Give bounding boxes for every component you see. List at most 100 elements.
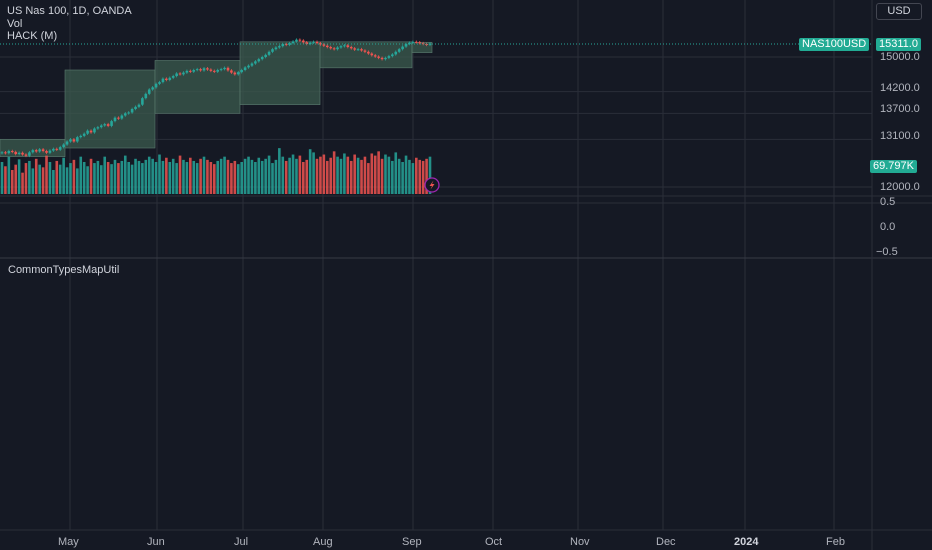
candle-body: [408, 42, 411, 44]
candle-body: [195, 69, 199, 71]
candle-body: [387, 56, 391, 58]
candle-body: [189, 70, 192, 72]
volume-bar: [267, 155, 271, 194]
volume-bar: [4, 166, 7, 194]
lightning-icon[interactable]: [424, 177, 440, 193]
currency-button[interactable]: USD: [876, 3, 922, 20]
volume-bar: [305, 159, 309, 194]
candle-body: [236, 72, 240, 75]
volume-bar: [421, 160, 425, 194]
volume-bar: [130, 164, 134, 194]
volume-bar: [404, 155, 408, 194]
candle-body: [319, 43, 322, 45]
volume-bar: [325, 160, 329, 194]
candle-body: [182, 72, 185, 75]
volume-bar: [387, 156, 391, 194]
volume-bar: [209, 162, 213, 194]
pane-title[interactable]: CommonTypesMapUtil: [8, 264, 120, 276]
volume-bar: [315, 158, 319, 194]
candle-body: [325, 45, 329, 48]
volume-bar: [411, 163, 415, 194]
volume-bar: [394, 152, 398, 194]
volume-bar: [134, 158, 137, 194]
candle-body: [257, 59, 261, 62]
price-label-13100: 13100.0: [880, 130, 920, 142]
volume-bar: [171, 158, 175, 194]
candle-body: [346, 45, 350, 48]
candle-body: [93, 128, 96, 133]
volume-bar: [339, 158, 343, 194]
candle-body: [226, 67, 230, 71]
candle-body: [199, 69, 202, 71]
price-label-12000: 12000.0: [880, 181, 920, 193]
candle-body: [41, 149, 45, 152]
candle-body: [192, 70, 196, 72]
volume-bar: [34, 158, 38, 194]
indicator-label-low: −0.5: [876, 246, 898, 258]
candle-body: [377, 56, 380, 58]
volume-bar: [308, 149, 312, 194]
candle-body: [329, 47, 333, 49]
volume-bar: [380, 158, 384, 194]
price-label-14200: 14200.0: [880, 82, 920, 94]
volume-legend[interactable]: Vol: [7, 18, 23, 30]
candle-body: [394, 51, 398, 55]
candle-body: [161, 78, 165, 83]
candle-body: [175, 73, 178, 77]
volume-bar: [254, 162, 257, 194]
volume-bar: [72, 159, 76, 194]
volume-bar: [367, 163, 370, 194]
candle-body: [31, 150, 35, 153]
candle-body: [141, 98, 144, 105]
indicator-legend[interactable]: HACK (M): [7, 30, 58, 42]
volume-bar: [230, 163, 233, 194]
indicator-label-zero: 0.0: [880, 221, 896, 233]
candle-body: [130, 109, 134, 113]
volume-bar: [14, 164, 17, 194]
volume-bar: [31, 168, 35, 194]
candle-body: [168, 77, 172, 80]
candle-body: [79, 135, 83, 138]
candle-body: [223, 67, 226, 70]
candle-body: [367, 51, 370, 54]
candle-body: [52, 148, 55, 151]
candle-body: [113, 117, 117, 122]
candle-body: [58, 147, 62, 150]
month-sep: Sep: [402, 536, 422, 548]
volume-bar: [216, 160, 220, 194]
candle-body: [72, 139, 76, 142]
candle-body: [240, 70, 243, 73]
volume-bar: [86, 166, 89, 194]
volume-bars: [0, 148, 432, 194]
symbol-price-tag: NAS100USD: [799, 38, 870, 51]
candle-body: [373, 55, 377, 57]
volume-bar: [168, 162, 172, 194]
candle-body: [295, 39, 298, 42]
candle-body: [281, 44, 285, 47]
candle-body: [137, 104, 141, 107]
volume-bar: [278, 148, 281, 194]
candle-body: [185, 70, 189, 73]
volume-bar: [236, 164, 240, 194]
candle-body: [158, 82, 161, 84]
volume-bar: [165, 157, 168, 194]
candle-body: [391, 54, 394, 57]
candle-body: [397, 49, 401, 52]
candle-body: [247, 65, 250, 68]
volume-bar: [65, 167, 69, 194]
candle-body: [230, 70, 233, 73]
candle-body: [216, 70, 220, 72]
volume-bar: [82, 162, 86, 194]
band-5: [411, 41, 433, 53]
candle-body: [336, 47, 339, 50]
volume-bar: [21, 172, 24, 194]
candle-body: [38, 149, 41, 152]
volume-bar: [45, 155, 48, 194]
candle-body: [154, 83, 158, 88]
volume-bar: [332, 151, 336, 194]
volume-bar: [291, 154, 295, 194]
volume-bar: [202, 156, 206, 194]
symbol-legend[interactable]: US Nas 100, 1D, OANDA: [7, 5, 132, 17]
volume-bar: [223, 156, 226, 194]
